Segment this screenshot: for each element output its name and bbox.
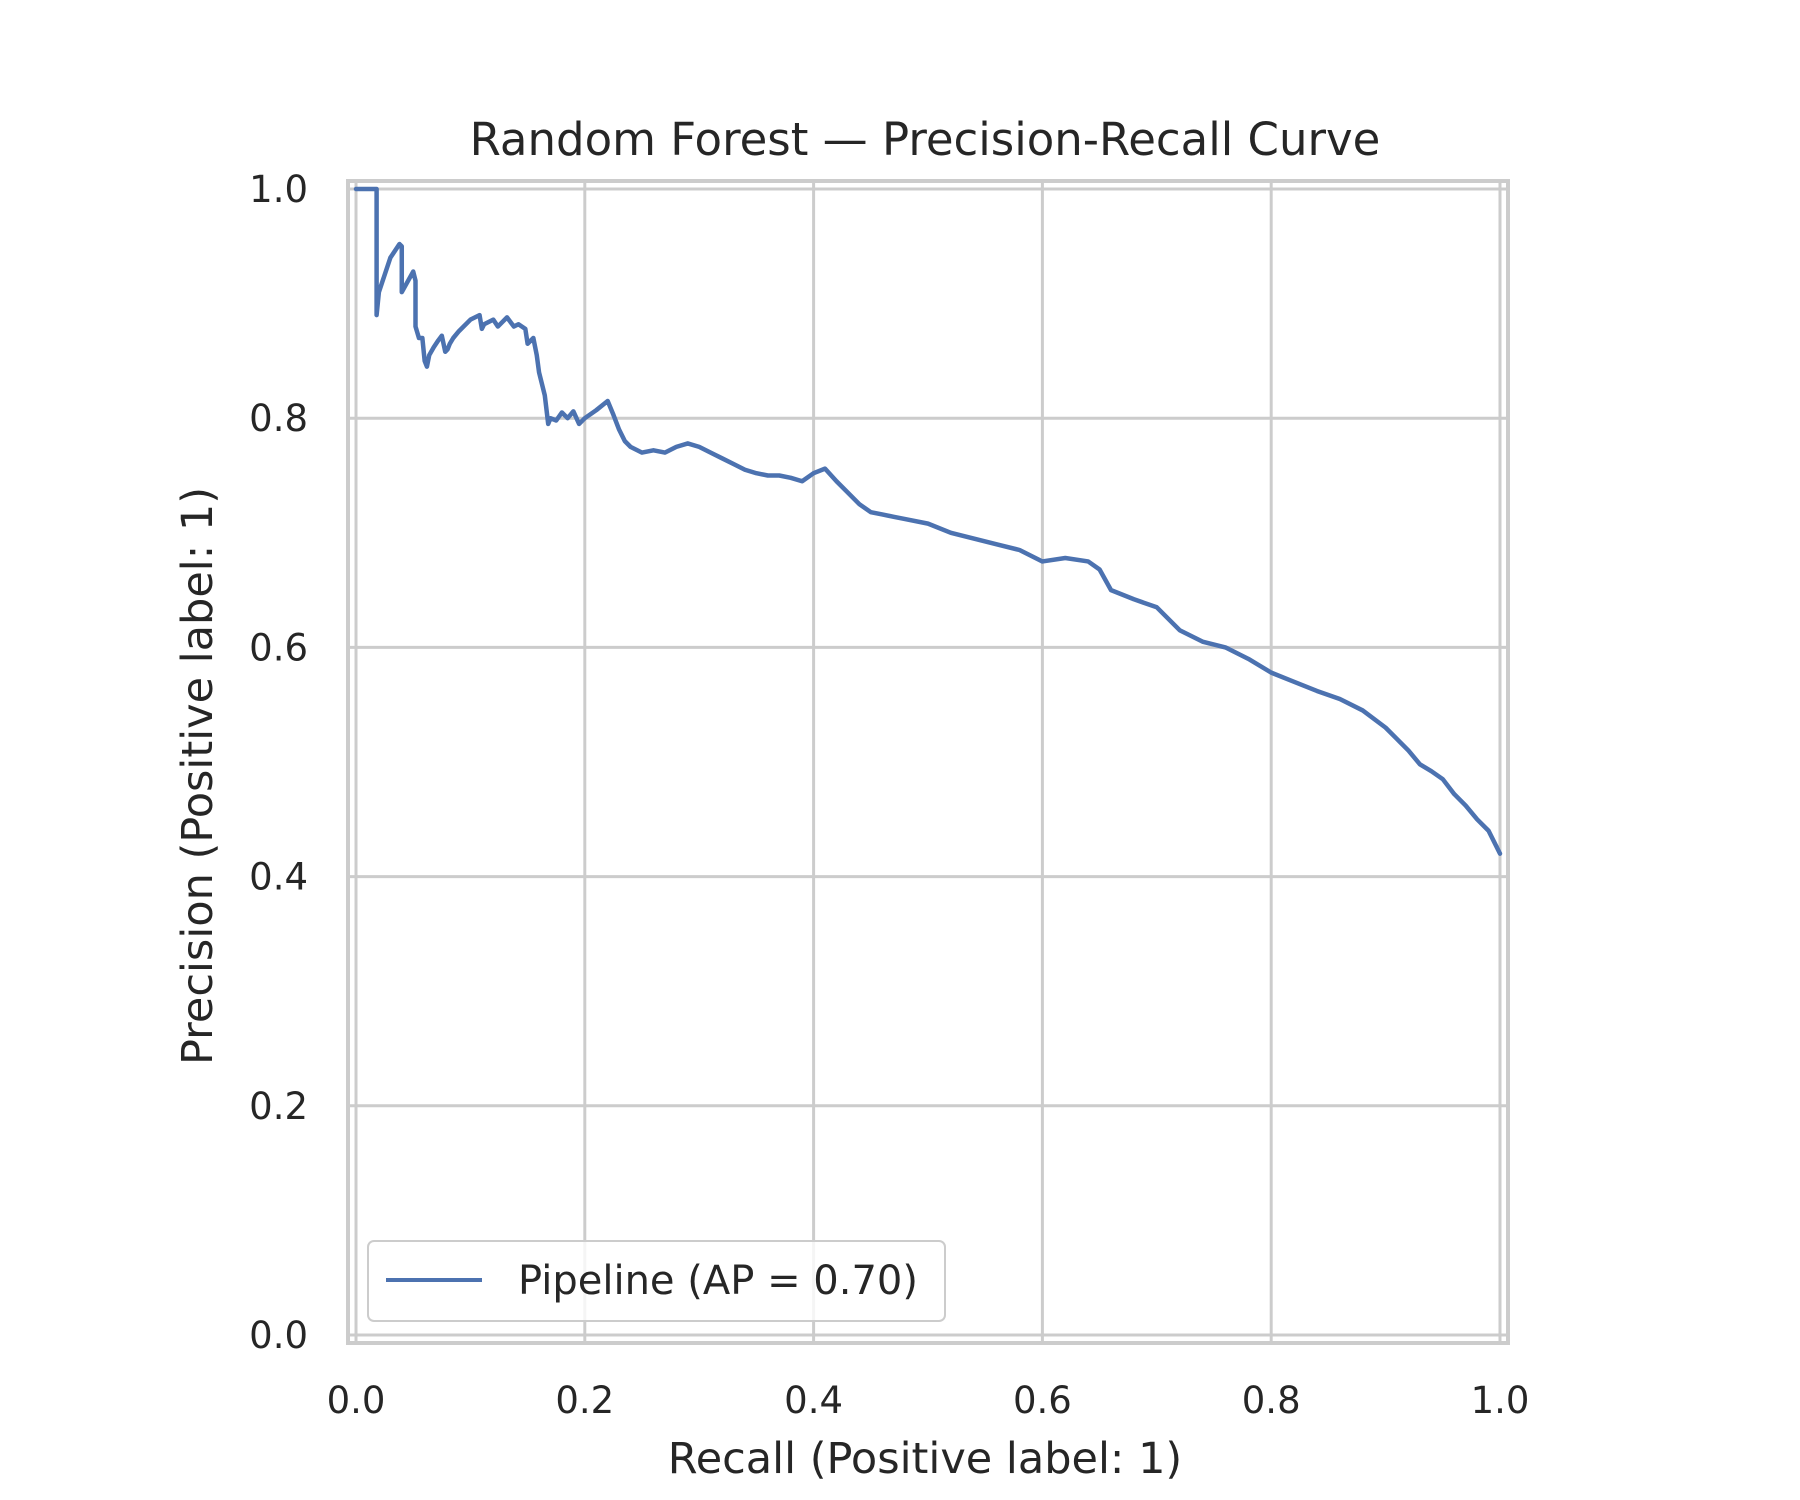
y-tick-label: 0.0 xyxy=(249,1314,308,1357)
y-axis-title: Precision (Positive label: 1) xyxy=(173,487,223,1065)
y-tick-label: 0.8 xyxy=(249,397,308,440)
x-tick-label: 0.2 xyxy=(555,1379,614,1422)
x-tick-label: 0.0 xyxy=(327,1379,386,1422)
y-tick-labels: 0.0 0.2 0.4 0.6 0.8 1.0 xyxy=(249,168,308,1357)
x-tick-label: 0.6 xyxy=(1013,1379,1072,1422)
x-axis-title: Recall (Positive label: 1) xyxy=(668,1434,1182,1484)
series-line-pipeline xyxy=(353,186,1503,856)
legend-box xyxy=(367,1240,946,1322)
legend-entry-label: Pipeline (AP = 0.70) xyxy=(518,1258,918,1304)
y-tick-label: 0.2 xyxy=(249,1085,308,1128)
x-tick-label: 0.4 xyxy=(784,1379,843,1422)
legend: Pipeline (AP = 0.70) xyxy=(367,1240,946,1322)
axes-spines xyxy=(346,179,1510,1345)
x-tick-labels: 0.0 0.2 0.4 0.6 0.8 1.0 xyxy=(327,1379,1530,1422)
x-tick-label: 1.0 xyxy=(1471,1379,1530,1422)
chart-title: Random Forest — Precision-Recall Curve xyxy=(470,113,1381,166)
x-tick-label: 0.8 xyxy=(1242,1379,1301,1422)
plot-frame xyxy=(346,179,1510,1345)
y-tick-label: 0.4 xyxy=(249,856,308,899)
grid xyxy=(348,181,1508,1343)
y-tick-label: 1.0 xyxy=(249,168,308,211)
y-tick-label: 0.6 xyxy=(249,626,308,669)
series-layer xyxy=(353,186,1503,856)
